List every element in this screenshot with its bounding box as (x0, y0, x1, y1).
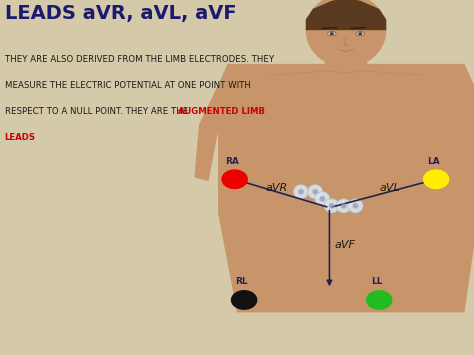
PathPatch shape (218, 64, 474, 312)
Ellipse shape (329, 203, 335, 209)
Ellipse shape (348, 199, 363, 213)
Ellipse shape (312, 189, 318, 195)
Circle shape (423, 169, 449, 189)
Ellipse shape (356, 32, 365, 36)
Ellipse shape (341, 203, 346, 209)
Ellipse shape (336, 199, 351, 213)
Text: THEY ARE ALSO DERIVED FROM THE LIMB ELECTRODES. THEY: THEY ARE ALSO DERIVED FROM THE LIMB ELEC… (5, 55, 274, 64)
Circle shape (221, 169, 248, 189)
Text: LA: LA (428, 157, 440, 166)
PathPatch shape (306, 0, 386, 30)
Text: LEADS aVR, aVL, aVF: LEADS aVR, aVL, aVF (5, 4, 237, 23)
Ellipse shape (324, 199, 339, 213)
Text: AUGMENTED LIMB: AUGMENTED LIMB (178, 107, 265, 116)
Ellipse shape (358, 32, 362, 35)
Ellipse shape (293, 185, 309, 199)
Text: LEADS: LEADS (5, 133, 36, 142)
PathPatch shape (194, 85, 218, 181)
Circle shape (231, 290, 257, 310)
Ellipse shape (306, 0, 386, 67)
Text: RA: RA (225, 157, 239, 166)
Ellipse shape (328, 32, 336, 36)
Text: aVR: aVR (265, 183, 288, 193)
Text: MEASURE THE ELECTRIC POTENTIAL AT ONE POINT WITH: MEASURE THE ELECTRIC POTENTIAL AT ONE PO… (5, 81, 251, 90)
Ellipse shape (319, 196, 325, 202)
Text: aVF: aVF (334, 240, 355, 250)
FancyBboxPatch shape (325, 48, 367, 73)
Text: LL: LL (371, 278, 383, 286)
Ellipse shape (353, 203, 358, 209)
Text: RL: RL (236, 278, 248, 286)
Text: aVL: aVL (379, 183, 400, 193)
Text: RESPECT TO A NULL POINT. THEY ARE THE: RESPECT TO A NULL POINT. THEY ARE THE (5, 107, 229, 116)
Circle shape (366, 290, 392, 310)
Ellipse shape (308, 185, 323, 199)
Ellipse shape (329, 32, 334, 35)
Ellipse shape (315, 192, 330, 206)
Ellipse shape (298, 189, 304, 195)
